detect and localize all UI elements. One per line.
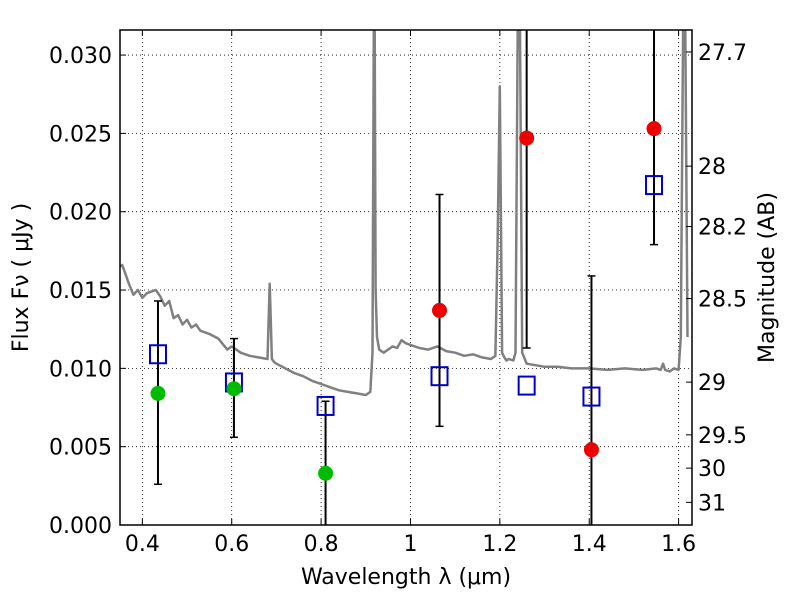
plot-frame [119,29,693,526]
spectrum-line [120,30,689,397]
red-dot-point [432,302,448,318]
blue-square-point [582,386,601,407]
y-tick-label: 0.015 [49,279,112,304]
x-tick-label: 0.8 [304,532,339,557]
magnitude-tick-label: 29 [698,371,726,396]
magnitude-tick-label: 27.7 [698,41,747,66]
x-tick-label: 0.6 [214,532,249,557]
blue-square-point [148,344,167,365]
red-dot-point [519,130,535,146]
red-dot-point [583,442,599,458]
green-dot-point [226,381,242,397]
magnitude-tick-label: 30 [698,457,726,482]
y-tick-label: 0.025 [49,122,112,147]
green-dot-point [150,385,166,401]
blue-square-point [316,395,335,416]
y-axis-label: Flux Fν ( μJy ) [9,203,34,352]
ticks: 0.4 0.6 0.8 1 1.2 1.4 1.6 0.000 0.005 0.010 0.015 0… [49,30,747,557]
y-tick-label: 0.000 [49,514,112,539]
y-tick-label: 0.010 [49,357,112,382]
x-axis-label: Wavelength λ (μm) [301,565,511,590]
x-tick-label: 1.4 [572,532,607,557]
magnitude-tick-label: 29.5 [698,424,747,449]
data-layer [120,30,689,525]
x-tick-label: 1.2 [482,532,517,557]
x-tick-label: 0.4 [125,532,160,557]
magnitude-tick-label: 28.5 [698,288,747,313]
magnitude-tick-label: 31 [698,491,726,516]
red-dot-point [646,121,662,137]
magnitude-axis-label: Magnitude (AB) [755,192,780,363]
y-tick-label: 0.020 [49,201,112,226]
x-tick-label: 1.6 [661,532,696,557]
x-tick-label: 1 [403,532,417,557]
blue-square-point [645,175,664,196]
magnitude-tick-label: 28.2 [698,216,747,241]
y-tick-label: 0.005 [49,436,112,461]
grid [120,30,692,526]
blue-square-point [430,366,449,387]
magnitude-tick-label: 28 [698,155,726,180]
blue-square-point [517,375,536,396]
y-tick-label: 0.030 [49,44,112,69]
green-dot-point [318,465,334,481]
